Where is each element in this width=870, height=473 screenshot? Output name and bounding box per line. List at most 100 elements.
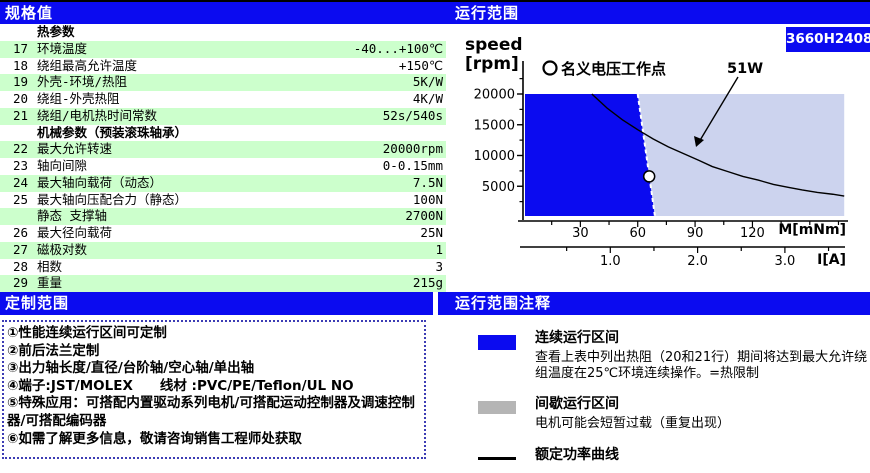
- model-badge: 3660H2408: [786, 27, 870, 52]
- power-curve-label: 51W: [727, 61, 763, 77]
- row-number: 18: [12, 57, 28, 73]
- row-value: 0-0.15mm: [382, 158, 443, 173]
- y-tick-label: 10000: [474, 149, 515, 164]
- customization-item: ②前后法兰定制: [7, 342, 100, 359]
- row-label: 环境温度: [37, 40, 88, 56]
- row-label: 重量: [37, 275, 63, 291]
- operating-range-chart: 5000 10000 15000 20000 30 60 90 120 M[mNm] 1.0 2.0…: [465, 35, 848, 269]
- row-label: 机械参数（预装滚珠轴承）: [37, 124, 188, 140]
- operating-range-header: 运行范围: [455, 4, 520, 22]
- row-number: 21: [12, 107, 28, 123]
- legend-entry: 间歇运行区间电机可能会短暂过载（重复出现）: [478, 396, 870, 432]
- row-number: 19: [12, 74, 28, 90]
- current-tick-label: 3.0: [775, 254, 796, 269]
- intermittent-operation-region: [637, 94, 845, 216]
- spec-section-row: 热参数: [0, 24, 446, 41]
- nominal-point-legend-label: 名义电压工作点: [561, 60, 666, 78]
- row-number: 23: [12, 158, 28, 173]
- spec-table: 热参数 17 环境温度 -40...+100℃ 18 绕组最高允许温度 +150℃ 19 外壳-…: [0, 24, 446, 292]
- row-number: 27: [12, 241, 28, 257]
- spec-data-row: 17 环境温度 -40...+100℃: [0, 40, 446, 58]
- row-value: 1: [435, 241, 443, 257]
- row-number: 22: [12, 141, 28, 157]
- current-tick-label: 2.0: [687, 254, 708, 269]
- row-label: 磁极对数: [37, 241, 88, 257]
- row-number: 17: [12, 40, 28, 56]
- row-label: 最大轴向载荷（动态）: [37, 174, 163, 190]
- row-value: 2700N: [405, 208, 443, 224]
- row-value: 25N: [420, 225, 443, 240]
- y-tick-label: 15000: [474, 118, 515, 133]
- legend-swatch-gray: [478, 401, 516, 414]
- legend-description: 电机可能会短暂过载（重复出现）: [535, 416, 731, 431]
- row-value: -40...+100℃: [353, 40, 443, 56]
- torque-tick-label: 60: [629, 226, 646, 241]
- row-number: [0, 208, 28, 225]
- row-label: 绕组最高允许温度: [37, 57, 138, 73]
- rated-power-curve: [591, 93, 845, 197]
- customization-item: ③出力轴长度/直径/台阶轴/空心轴/单出轴: [7, 360, 255, 377]
- row-value: 5K/W: [412, 74, 443, 90]
- spec-data-row: 20 绕组-外壳热阻 4K/W: [0, 91, 446, 108]
- row-value: 4K/W: [412, 91, 443, 106]
- row-label: 最大径向载荷: [37, 225, 113, 240]
- spec-section-row: 机械参数（预装滚珠轴承）: [0, 125, 446, 142]
- customization-item: ④端子:JST/MOLEX 线材 :PVC/PE/Teflon/UL NO: [7, 377, 354, 394]
- customization-header-bar: 定制范围: [0, 292, 433, 315]
- legend-title: 连续运行区间: [535, 330, 619, 346]
- current-tick-label: 1.0: [600, 254, 621, 269]
- row-label: 最大轴向压配合力（静态）: [37, 191, 188, 207]
- range-notes-header-bar: 运行范围注释: [438, 292, 870, 315]
- spec-data-row: 27 磁极对数 1: [0, 241, 446, 259]
- row-value: 52s/540s: [382, 107, 443, 123]
- row-label: 相数: [37, 258, 63, 274]
- row-value: +150℃: [398, 57, 443, 73]
- continuous-operation-region: [525, 94, 655, 216]
- spec-data-row: 23 轴向间隙 0-0.15mm: [0, 158, 446, 175]
- nominal-point-legend-icon: [542, 60, 558, 76]
- customization-box: ①性能连续运行区间可定制 ②前后法兰定制 ③出力轴长度/直径/台阶轴/空心轴/单出轴…: [2, 320, 426, 459]
- row-number: [0, 125, 28, 142]
- row-number: 28: [12, 258, 28, 274]
- row-number: 26: [12, 225, 28, 240]
- row-number: 24: [12, 174, 28, 190]
- row-label: 最大允许转速: [37, 141, 113, 157]
- speed-axis-title: speed: [465, 35, 523, 55]
- row-label: 热参数: [37, 24, 75, 39]
- legend-entry: 额定功率曲线: [478, 447, 870, 464]
- torque-tick-label: 30: [572, 226, 589, 241]
- torque-axis-label: M[mNm]: [778, 222, 846, 238]
- legend-title: 额定功率曲线: [535, 446, 619, 463]
- spec-data-row: 28 相数 3: [0, 259, 446, 276]
- speed-axis-unit: [rpm]: [465, 54, 519, 74]
- top-header-bar: 规格值 运行范围: [0, 2, 870, 24]
- spec-data-row: 25 最大轴向压配合力（静态） 100N: [0, 192, 446, 209]
- row-number: 29: [12, 275, 28, 291]
- row-value: 100N: [412, 191, 443, 207]
- row-value: 7.5N: [412, 174, 443, 190]
- y-tick-label: 20000: [474, 88, 515, 103]
- legend-entry: 连续运行区间查看上表中列出热阻（20和21行）期间将达到最大允许绕组温度在25℃…: [478, 330, 870, 381]
- power-curve-arrow: [698, 76, 739, 143]
- torque-tick-label: 120: [740, 226, 765, 241]
- row-label: 绕组/电机热时间常数: [37, 107, 158, 123]
- nominal-operating-point: [642, 170, 656, 183]
- current-axis-label: I[A]: [817, 252, 846, 268]
- legend-swatch-blue: [478, 335, 516, 350]
- torque-tick-label: 90: [687, 226, 704, 241]
- spec-data-row: 22 最大允许转速 20000rpm: [0, 141, 446, 158]
- row-label: 绕组-外壳热阻: [37, 91, 120, 106]
- spec-data-row: 29 重量 215g: [0, 275, 446, 292]
- row-number: [0, 24, 28, 41]
- row-label: 静态 支撑轴: [37, 208, 108, 224]
- legend-title: 间歇运行区间: [535, 396, 619, 412]
- customization-item: ①性能连续运行区间可定制: [7, 325, 167, 341]
- row-number: 20: [12, 91, 28, 106]
- spec-data-row: 24 最大轴向载荷（动态） 7.5N: [0, 174, 446, 192]
- top-border-line: [0, 0, 870, 2]
- power-curve-arrowhead: [694, 136, 704, 147]
- row-number: 25: [12, 191, 28, 207]
- row-value: 215g: [412, 275, 443, 291]
- legend-description: 查看上表中列出热阻（20和21行）期间将达到最大允许绕组温度在25℃环境连续操作…: [535, 350, 868, 381]
